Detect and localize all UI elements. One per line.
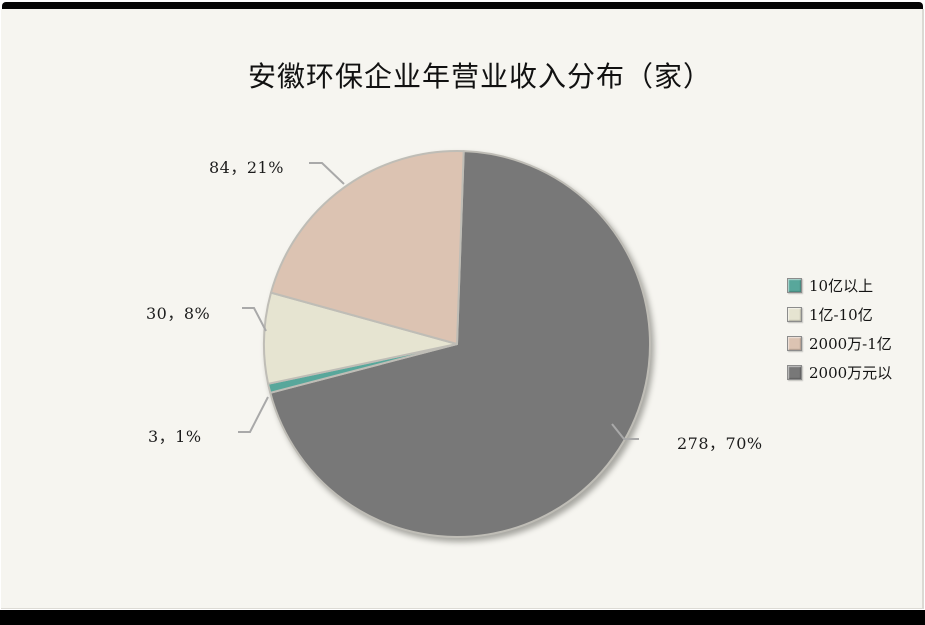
legend-label: 2000万-1亿 <box>809 334 892 353</box>
legend-swatch-pink <box>787 335 802 351</box>
chart-title: 安徽环保企业年营业收入分布（家） <box>247 60 713 93</box>
legend-item-1yi-10yi[interactable]: 1亿-10亿 <box>787 303 923 325</box>
pie-slice-3[interactable] <box>269 150 651 538</box>
top-black-bar <box>2 2 923 9</box>
legend-item-below-2000wan[interactable]: 2000万元以 <box>787 361 923 383</box>
legend-label: 10亿以上 <box>809 276 874 295</box>
data-label-10yi-plus: 3，1% <box>148 427 202 446</box>
bottom-black-bar <box>0 610 925 625</box>
legend-swatch-teal <box>787 277 802 293</box>
leader-line <box>611 423 639 440</box>
legend-swatch-gray <box>787 364 802 380</box>
legend-item-10yi-plus[interactable]: 10亿以上 <box>787 274 923 296</box>
data-label-2000wan-1yi: 84，21% <box>209 158 284 177</box>
data-label-below-2000wan: 278，70% <box>677 434 763 453</box>
legend-swatch-cream <box>787 306 802 322</box>
leader-line <box>309 162 345 185</box>
legend: 10亿以上 1亿-10亿 2000万-1亿 2000万元以 <box>787 274 923 390</box>
legend-label: 1亿-10亿 <box>809 305 873 324</box>
legend-label: 2000万元以 <box>809 363 893 382</box>
leader-line <box>242 307 267 332</box>
leader-line <box>238 396 269 433</box>
legend-item-2000wan-1yi[interactable]: 2000万-1亿 <box>787 332 923 354</box>
pie-slice-2[interactable] <box>270 150 465 345</box>
data-label-1yi-10yi: 30，8% <box>146 304 211 323</box>
